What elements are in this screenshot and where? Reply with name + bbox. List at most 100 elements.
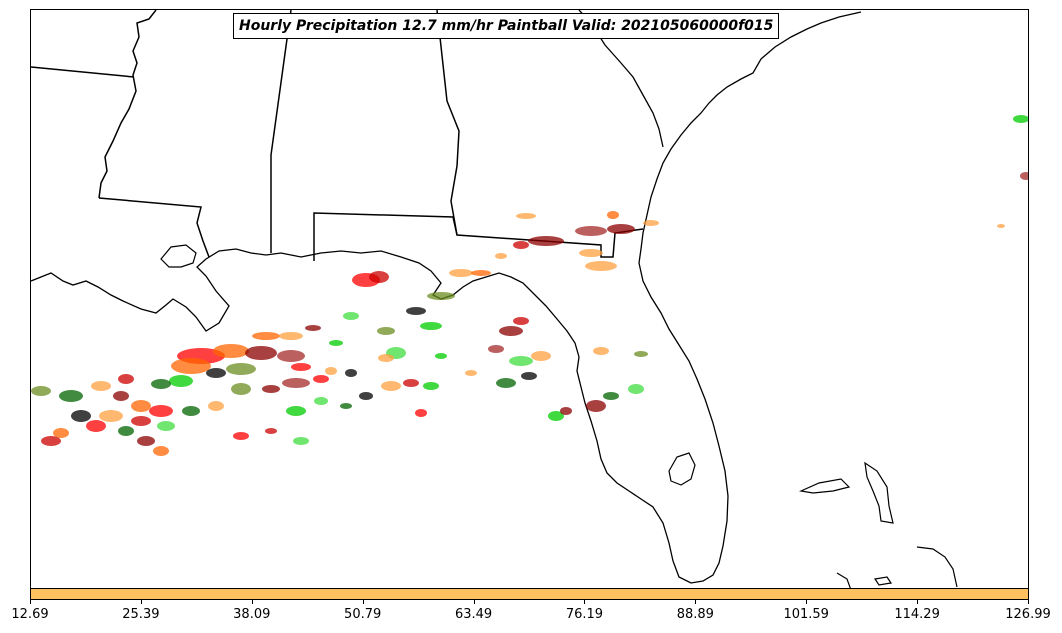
precip-blob [340, 403, 352, 409]
precip-blob [118, 426, 134, 436]
precip-blob [41, 436, 61, 446]
precip-blob [157, 421, 175, 431]
island-outline [873, 576, 893, 586]
precip-blob [377, 327, 395, 335]
precip-blob [345, 369, 357, 377]
colorbar-tick-mark [1028, 600, 1029, 604]
precip-blob [286, 406, 306, 416]
precip-blob [325, 367, 337, 375]
precip-blob [313, 375, 329, 383]
colorbar-tick-mark [695, 600, 697, 604]
colorbar-tick-mark [30, 600, 31, 604]
state-border [31, 66, 135, 78]
island-outline [916, 546, 958, 588]
precip-blob [153, 446, 169, 456]
precip-blob [182, 406, 200, 416]
precip-blob [509, 356, 533, 366]
precip-blob [607, 211, 619, 219]
precip-blob [403, 379, 419, 387]
precip-blob [359, 392, 373, 400]
precipitation-paintballs [31, 115, 1028, 456]
precip-blob [59, 390, 83, 402]
colorbar-tick-label: 114.29 [894, 607, 940, 622]
precip-blob [381, 381, 401, 391]
precip-blob [585, 261, 617, 271]
precip-blob [171, 358, 211, 374]
precip-blob [488, 345, 504, 353]
precip-blob [91, 381, 111, 391]
precip-blob [415, 409, 427, 417]
precip-blob [208, 401, 224, 411]
colorbar-tick-label: 25.39 [122, 607, 160, 622]
precip-blob [369, 271, 389, 283]
colorbar-tick-label: 76.19 [565, 607, 604, 622]
precip-blob [282, 378, 310, 388]
precip-blob [593, 347, 609, 355]
precip-blob [531, 351, 551, 361]
state-border [313, 212, 644, 261]
precip-blob [465, 370, 477, 376]
precip-blob [1020, 172, 1028, 180]
colorbar-tick-mark [251, 600, 253, 604]
precip-blob [305, 325, 321, 331]
precip-blob [1013, 115, 1028, 123]
precip-blob [513, 241, 529, 249]
precip-blob [265, 428, 277, 434]
colorbar-tick-label: 50.79 [344, 607, 382, 622]
precip-blob [575, 226, 607, 236]
precip-blob [291, 363, 311, 371]
precip-blob [206, 368, 226, 378]
state-border [270, 10, 292, 253]
precip-blob [137, 436, 155, 446]
precip-blob [528, 236, 564, 246]
precip-blob [516, 213, 536, 219]
precip-blob [496, 378, 516, 388]
precip-blob [423, 382, 439, 390]
precip-blob [118, 374, 134, 384]
precip-blob [293, 437, 309, 445]
precip-blob [406, 307, 426, 315]
precip-blob [329, 340, 343, 346]
colorbar-tick-label: 38.09 [233, 607, 271, 622]
island-outline [798, 478, 851, 494]
precip-blob [113, 391, 129, 401]
colorbar-tick-mark [806, 600, 808, 604]
precip-blob [131, 400, 151, 412]
precip-blob [31, 386, 51, 396]
precip-blob [71, 410, 91, 422]
colorbar-tick-label: 63.49 [454, 607, 493, 622]
precip-blob [634, 351, 648, 357]
precip-blob [149, 405, 173, 417]
precip-blob [521, 372, 537, 380]
precip-blob [449, 269, 473, 277]
colorbar-tick-mark [584, 600, 586, 604]
colorbar [30, 588, 1029, 600]
island-outline [864, 461, 894, 524]
colorbar-tick-label: 101.59 [783, 607, 829, 622]
precip-blob [262, 385, 280, 393]
precip-blob [628, 384, 644, 394]
coastline [31, 11, 862, 584]
colorbar-tick-label: 12.69 [11, 607, 49, 622]
precip-blob [245, 346, 277, 360]
precip-blob [420, 322, 442, 330]
precip-blob [86, 420, 106, 432]
precip-blob [131, 416, 151, 426]
precip-blob [427, 292, 455, 300]
island-outline [836, 572, 851, 588]
precip-blob [314, 397, 328, 405]
precip-blob [560, 407, 572, 415]
precip-blob [603, 392, 619, 400]
precip-blob [231, 383, 251, 395]
colorbar-tick-mark [917, 600, 919, 604]
precip-blob [579, 249, 603, 257]
colorbar-tick-label: 126.99 [1005, 607, 1051, 622]
precip-blob [499, 326, 523, 336]
precip-blob [343, 312, 359, 320]
precip-blob [997, 224, 1005, 228]
precip-blob [607, 224, 635, 234]
precip-blob [586, 400, 606, 412]
colorbar-tick-mark [140, 600, 142, 604]
map-title: Hourly Precipitation 12.7 mm/hr Paintbal… [233, 13, 780, 39]
precip-blob [435, 353, 447, 359]
